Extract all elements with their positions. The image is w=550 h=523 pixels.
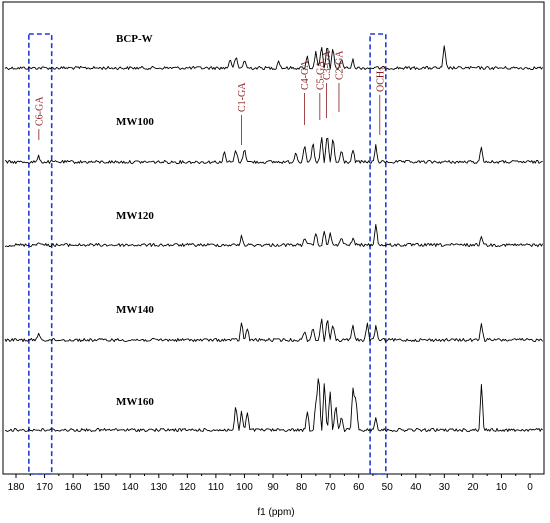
x-tick-label: 70 xyxy=(325,482,337,493)
annotation-c6-ga: C6-GA xyxy=(34,96,45,140)
annotation-label: C6-GA xyxy=(34,96,45,126)
series-label-mw100: MW100 xyxy=(116,116,154,128)
highlight-region-2 xyxy=(369,33,387,475)
x-tick-label: 170 xyxy=(36,482,53,493)
annotation-label: C2-GA xyxy=(334,50,345,80)
spectra-series: BCP-W MW100 MW120 MW140 MW160 xyxy=(4,33,544,433)
x-tick-label: 20 xyxy=(467,482,479,493)
annotation-label: C1-GA xyxy=(237,82,248,112)
annotation-och3: OCH3 xyxy=(375,67,387,135)
annotation-label: OCH3 xyxy=(375,67,387,92)
x-tick-label: 120 xyxy=(179,482,196,493)
annotation-c4-ga: C4-GA xyxy=(300,60,311,125)
x-tick-label: 50 xyxy=(382,482,394,493)
x-tick-label: 100 xyxy=(236,482,253,493)
x-tick-label: 140 xyxy=(122,482,139,493)
x-tick-label: 0 xyxy=(527,482,533,493)
annotation-label: C3-GA xyxy=(322,50,333,80)
plot-frame xyxy=(2,1,545,475)
annotation-c2-ga: C2-GA xyxy=(334,50,345,112)
x-tick-label: 110 xyxy=(208,482,224,493)
x-tick-label: 60 xyxy=(353,482,365,493)
x-tick-label: 160 xyxy=(65,482,82,493)
series-label-mw120: MW120 xyxy=(116,210,154,222)
annotation-c5-ga: C5-GA xyxy=(315,60,326,120)
spectrum-mw120 xyxy=(4,223,544,248)
series-label-bcp-w: BCP-W xyxy=(116,33,153,45)
annotation-c1-ga: C1-GA xyxy=(237,82,248,145)
annotation-label: C5-GA xyxy=(315,60,326,90)
spectrum-mw100 xyxy=(4,137,543,165)
annotation-label: C4-GA xyxy=(300,60,311,90)
series-label-mw140: MW140 xyxy=(116,304,154,316)
x-tick-label: 30 xyxy=(439,482,451,493)
x-axis-label: f1 (ppm) xyxy=(257,507,294,518)
spectrum-bcp-w xyxy=(4,45,543,71)
spectrum-mw160 xyxy=(4,378,543,433)
x-tick-label: 40 xyxy=(410,482,422,493)
highlight-region-1 xyxy=(28,33,53,475)
x-tick-label: 130 xyxy=(150,482,167,493)
x-tick-label: 150 xyxy=(93,482,110,493)
x-axis: 180 170 160 150 140 130 120 110 100 90 80 70 60 50 40 3… xyxy=(8,474,533,493)
highlight-regions xyxy=(28,33,387,475)
x-tick-label: 80 xyxy=(296,482,308,493)
x-tick-label: 90 xyxy=(267,482,279,493)
series-label-mw160: MW160 xyxy=(116,396,154,408)
x-tick-label: 180 xyxy=(8,482,25,493)
annotation-c3-ga: C3-GA xyxy=(322,50,333,118)
spectrum-mw140 xyxy=(4,318,543,343)
x-tick-label: 10 xyxy=(496,482,508,493)
